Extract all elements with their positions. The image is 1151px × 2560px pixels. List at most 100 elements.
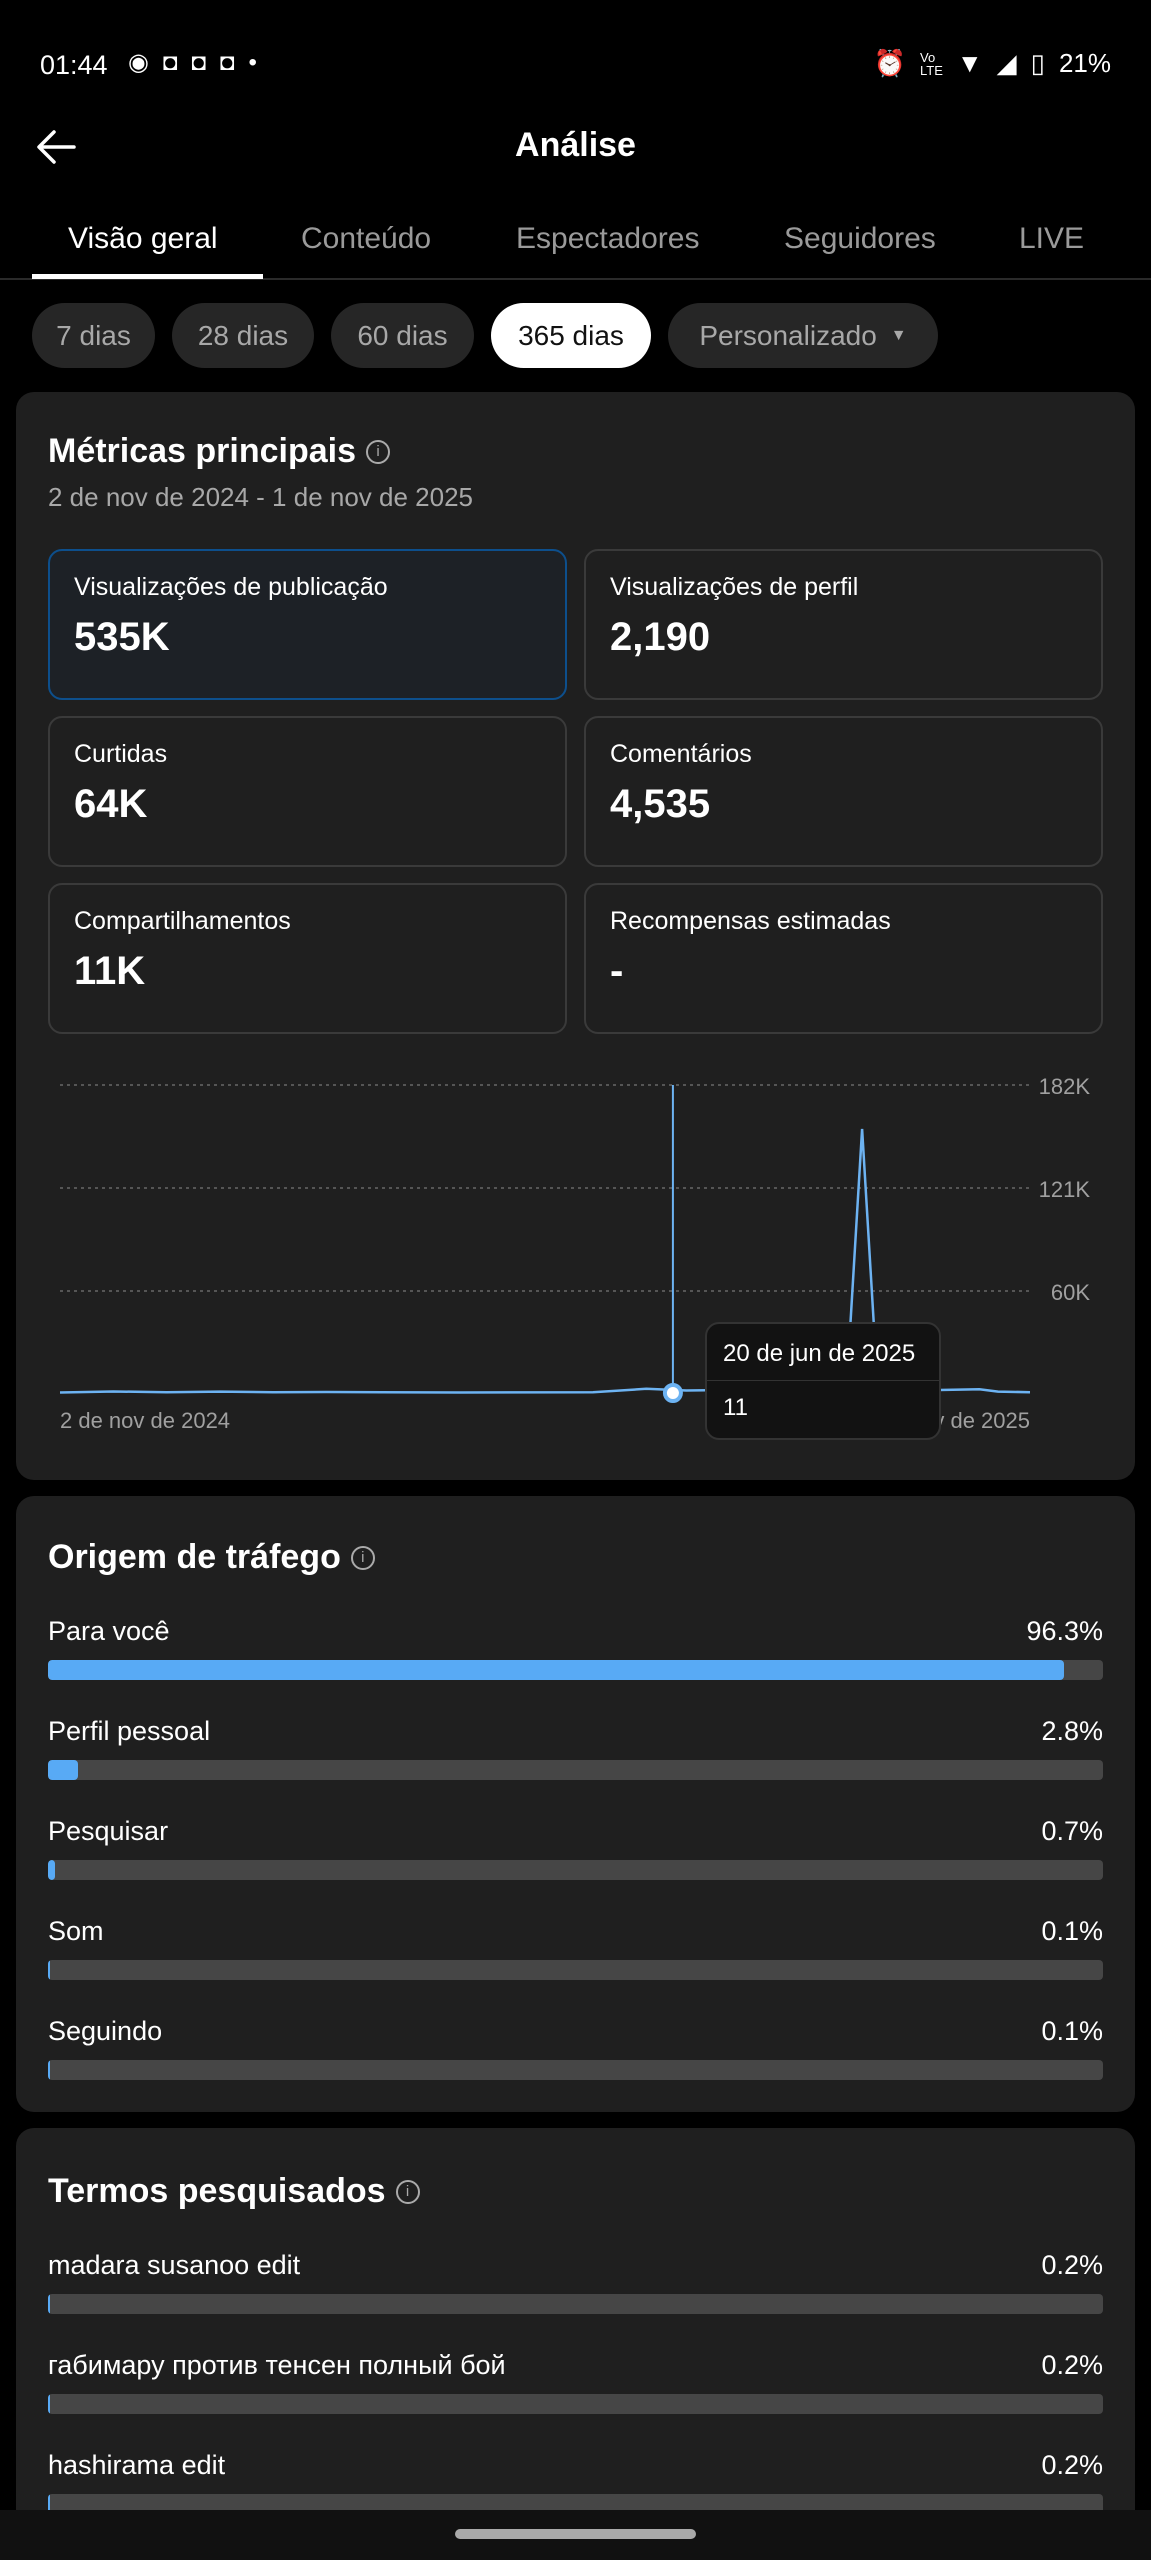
discord-icon: ◘: [191, 49, 220, 76]
active-tab-indicator: [32, 274, 263, 279]
x-tick-label-start: 2 de nov de 2024: [60, 1408, 230, 1433]
range-7-days[interactable]: 7 dias: [32, 303, 155, 368]
row-label: Para você: [48, 1616, 170, 1646]
range-60-days[interactable]: 60 dias: [331, 303, 474, 368]
progress-bar: [48, 1960, 1103, 1980]
progress-fill: [48, 1860, 56, 1880]
tooltip-date: 20 de jun de 2025: [723, 1340, 916, 1367]
row-value: 96.3%: [1026, 1616, 1103, 1646]
y-tick-label: 60K: [1051, 1280, 1090, 1305]
progress-bar: [48, 2394, 1103, 2414]
progress-fill: [48, 2494, 51, 2514]
messenger-icon: ◉: [128, 49, 163, 76]
progress-bar: [48, 2060, 1103, 2080]
range-365-days[interactable]: 365 dias: [491, 303, 651, 368]
metric-value: 535K: [74, 615, 170, 659]
caret-down-icon: ▼: [890, 326, 907, 344]
metric-value: 11K: [74, 949, 146, 993]
progress-fill: [48, 1760, 78, 1780]
notification-icons: ◉◘◘◘•: [128, 48, 271, 77]
info-icon[interactable]: i: [366, 439, 391, 464]
tab-bar: Visão geral Conteúdo Espectadores Seguid…: [0, 210, 1151, 280]
tab-followers[interactable]: Seguidores: [784, 222, 936, 255]
progress-fill: [48, 1960, 50, 1980]
metric-label: Curtidas: [74, 740, 168, 768]
row-value: 0.2%: [1041, 2450, 1103, 2480]
metric-value: 64K: [74, 782, 148, 826]
arrow-left-icon[interactable]: [32, 122, 82, 172]
row-value: 0.2%: [1041, 2350, 1103, 2380]
metric-value: 4,535: [610, 782, 711, 826]
progress-fill: [48, 2394, 51, 2414]
date-range: 2 de nov de 2024 - 1 de nov de 2025: [48, 482, 474, 512]
status-time: 01:44: [40, 50, 108, 80]
search-terms-title: Termos pesquisados: [48, 2172, 386, 2210]
dot-icon: •: [248, 49, 271, 76]
wifi-icon: ▼: [956, 48, 983, 78]
range-28-days[interactable]: 28 dias: [172, 303, 314, 368]
tab-overview[interactable]: Visão geral: [68, 222, 218, 255]
progress-fill: [48, 2060, 50, 2080]
metric-profile-views[interactable]: Visualizações de perfil 2,190: [584, 549, 1103, 700]
range-custom-label: Personalizado: [699, 319, 877, 351]
range-custom-dropdown[interactable]: Personalizado ▼: [668, 303, 938, 368]
metric-shares[interactable]: Compartilhamentos 11K: [48, 883, 567, 1034]
metric-label: Comentários: [610, 740, 752, 768]
page-title: Análise: [515, 126, 636, 164]
row-value: 0.7%: [1041, 1816, 1103, 1846]
metric-value: 2,190: [610, 615, 711, 659]
home-handle[interactable]: [455, 2529, 696, 2539]
status-bar: 01:44 ◉◘◘◘• ⏰ Vo LTE ▼ ◢ ▯ 21%: [0, 0, 1151, 120]
y-tick-label: 121K: [1039, 1177, 1091, 1202]
row-value: 0.1%: [1041, 1916, 1103, 1946]
row-value: 0.1%: [1041, 2016, 1103, 2046]
key-metrics-title: Métricas principais: [48, 432, 357, 470]
progress-fill: [48, 2294, 51, 2314]
tab-live[interactable]: LIVE: [1019, 222, 1085, 255]
row-label: габимару против тенсен полный бой: [48, 2350, 506, 2380]
row-label: Pesquisar: [48, 1816, 169, 1846]
traffic-source-card: Origem de tráfego i Para você 96.3% Perfi…: [16, 1496, 1135, 2112]
row-value: 0.2%: [1041, 2250, 1103, 2280]
signal-icon: ◢: [996, 48, 1017, 78]
progress-bar: [48, 2494, 1103, 2514]
discord-icon: ◘: [162, 49, 192, 76]
metric-label: Visualizações de perfil: [610, 573, 859, 601]
progress-bar: [48, 2294, 1103, 2314]
tab-viewers[interactable]: Espectadores: [516, 222, 700, 255]
alarm-icon: ⏰: [873, 48, 907, 78]
battery-percent: 21%: [1058, 48, 1111, 78]
progress-bar: [48, 1660, 1103, 1680]
metric-label: Recompensas estimadas: [610, 907, 891, 935]
metric-comments[interactable]: Comentários 4,535: [584, 716, 1103, 867]
metric-likes[interactable]: Curtidas 64K: [48, 716, 567, 867]
progress-bar: [48, 1760, 1103, 1780]
metric-label: Visualizações de publicação: [74, 573, 388, 601]
row-value: 2.8%: [1041, 1716, 1103, 1746]
search-terms-card: Termos pesquisados i madara susanoo edit …: [16, 2128, 1135, 2548]
tab-content[interactable]: Conteúdo: [301, 222, 432, 255]
row-label: madara susanoo edit: [48, 2250, 301, 2280]
info-icon[interactable]: i: [395, 2179, 420, 2204]
tooltip-value: 11: [723, 1394, 748, 1421]
selected-point: [662, 1383, 683, 1403]
battery-icon: ▯: [1030, 48, 1045, 78]
row-label: Seguindo: [48, 2016, 163, 2046]
metric-label: Compartilhamentos: [74, 907, 291, 935]
metric-post-views[interactable]: Visualizações de publicação 535K: [48, 549, 567, 700]
tooltip-divider: [707, 1380, 939, 1381]
metric-value: -: [610, 949, 624, 993]
progress-bar: [48, 1860, 1103, 1880]
key-metrics-card: Métricas principais i 2 de nov de 2024 - …: [16, 392, 1135, 1480]
volte-icon: Vo LTE: [920, 49, 943, 78]
traffic-title: Origem de tráfego: [48, 1538, 341, 1576]
row-label: hashirama edit: [48, 2450, 226, 2480]
row-label: Perfil pessoal: [48, 1716, 211, 1746]
y-tick-label: 182K: [1039, 1074, 1091, 1099]
progress-fill: [48, 1660, 1064, 1680]
discord-icon: ◘: [219, 49, 249, 76]
metric-estimated-rewards[interactable]: Recompensas estimadas -: [584, 883, 1103, 1034]
info-icon[interactable]: i: [350, 1545, 375, 1570]
row-label: Som: [48, 1916, 104, 1946]
